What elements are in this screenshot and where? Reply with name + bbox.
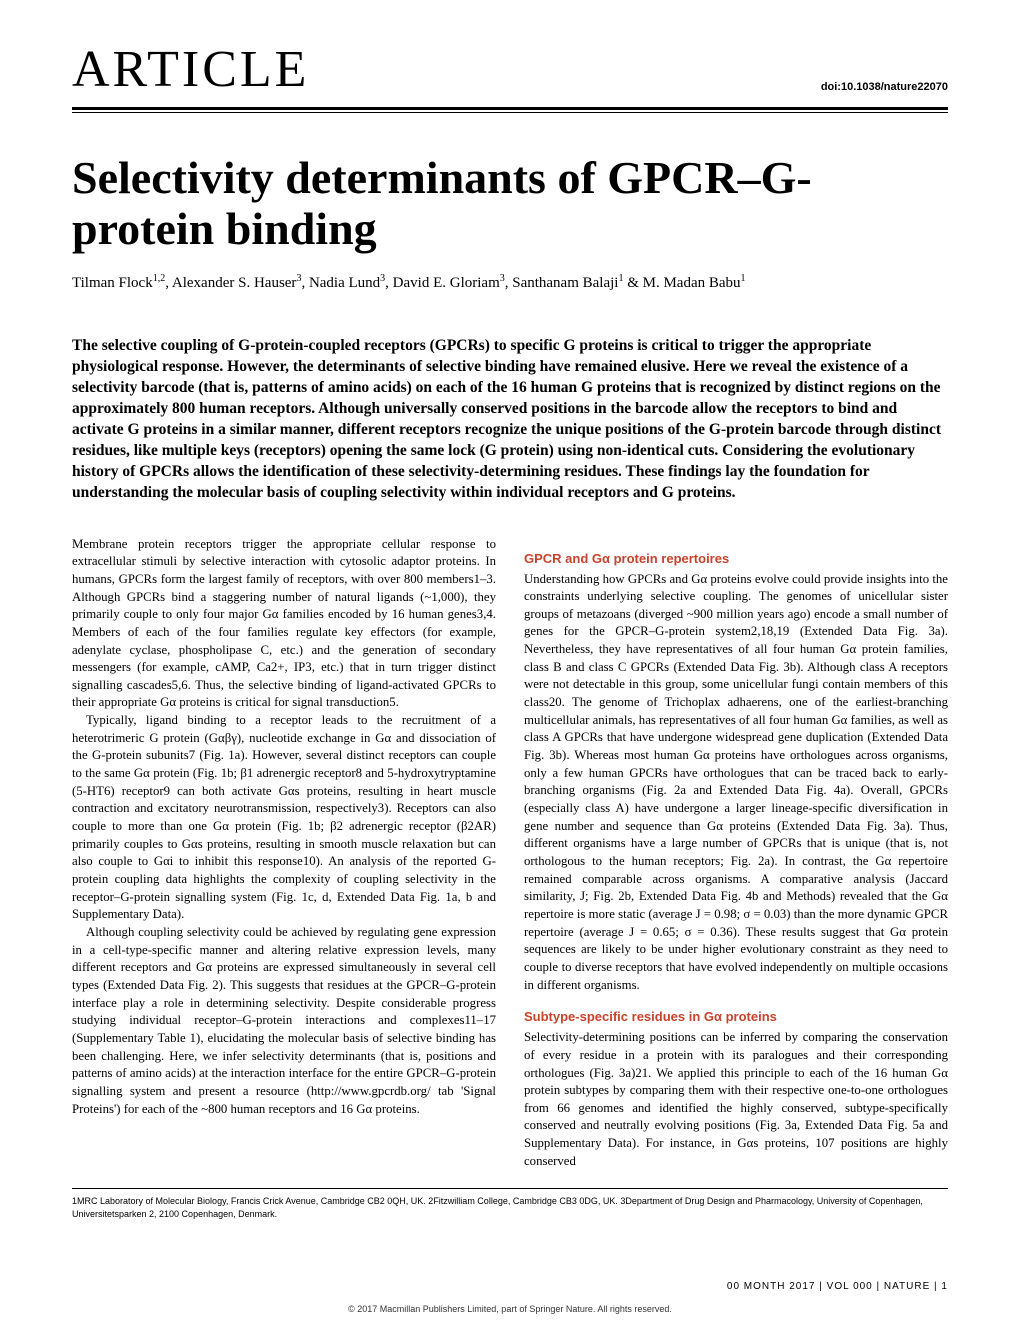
abstract-text: The selective coupling of G-protein-coup… <box>72 336 948 503</box>
body-paragraph: Typically, ligand binding to a receptor … <box>72 712 496 924</box>
page-header: ARTICLE doi:10.1038/nature22070 <box>72 40 948 110</box>
affiliation-rule: 1MRC Laboratory of Molecular Biology, Fr… <box>72 1188 948 1219</box>
doi-label: doi:10.1038/nature22070 <box>821 81 948 99</box>
journal-page: ARTICLE doi:10.1038/nature22070 Selectiv… <box>0 0 1020 1340</box>
right-column: GPCR and Gα protein repertoires Understa… <box>524 536 948 1171</box>
article-type-label: ARTICLE <box>72 40 309 99</box>
section-heading: Subtype-specific residues in Gα proteins <box>524 1008 948 1026</box>
affiliations-text: 1MRC Laboratory of Molecular Biology, Fr… <box>72 1195 948 1219</box>
article-title: Selectivity determinants of GPCR–G-prote… <box>72 153 948 254</box>
body-paragraph: Membrane protein receptors trigger the a… <box>72 536 496 713</box>
section-heading: GPCR and Gα protein repertoires <box>524 550 948 568</box>
copyright-line: © 2017 Macmillan Publishers Limited, par… <box>72 1304 948 1314</box>
body-paragraph: Although coupling selectivity could be a… <box>72 924 496 1118</box>
left-column: Membrane protein receptors trigger the a… <box>72 536 496 1171</box>
header-rule <box>72 112 948 113</box>
body-paragraph: Selectivity-determining positions can be… <box>524 1029 948 1170</box>
author-list: Tilman Flock1,2, Alexander S. Hauser3, N… <box>72 272 948 294</box>
body-paragraph: Understanding how GPCRs and Gα proteins … <box>524 571 948 995</box>
page-number-line: 00 MONTH 2017 | VOL 000 | NATURE | 1 <box>727 1281 948 1292</box>
body-columns: Membrane protein receptors trigger the a… <box>72 536 948 1171</box>
